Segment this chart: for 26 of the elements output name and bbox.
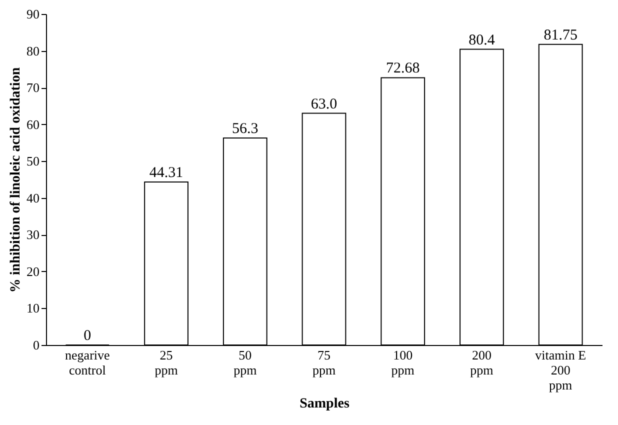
x-tick-label: negarive control [65,348,110,378]
y-tick-label: 60 [26,116,40,132]
y-tick-label: 90 [26,6,40,22]
data-label: 63.0 [310,96,338,112]
data-label: 80.4 [468,32,496,48]
y-tick-label: 40 [26,190,40,206]
y-tick-label: 0 [33,338,40,352]
x-axis-title: Samples [300,396,350,412]
data-label: 0 [84,328,92,344]
x-tick-label: 75 ppm [312,348,336,378]
y-tick-label: 80 [26,43,40,58]
data-label: 81.75 [544,27,578,44]
y-tick-label: 20 [26,264,40,279]
y-tick-label: 10 [26,300,40,316]
y-axis-title: % inhibition of linoleic acid oxidation [8,67,24,293]
x-tick-label: 100 ppm [391,348,414,378]
y-tick-label: 70 [26,80,40,96]
x-tick-label: vitamin E 200 ppm [535,348,586,392]
y-tick-label: 50 [26,154,40,169]
x-tick-label: 200 ppm [470,348,494,378]
data-label: 72.68 [386,60,420,77]
y-tick-label: 30 [26,227,40,242]
x-tick-label: 50 ppm [234,348,257,378]
x-tick-label: 25 ppm [154,348,178,378]
data-label: 56.3 [232,120,258,137]
data-label: 44.31 [149,165,184,182]
